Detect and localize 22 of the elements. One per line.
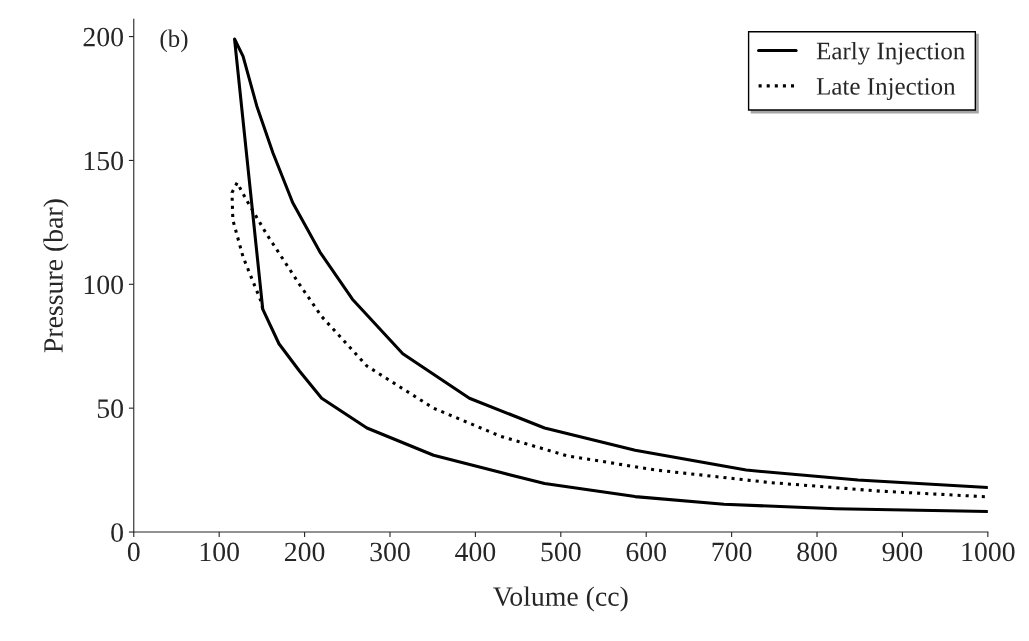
x-tick-label: 300	[370, 542, 410, 562]
y-tick-label: 150	[84, 151, 123, 171]
legend-label: Early Injection	[816, 41, 965, 65]
x-tick-label: 900	[882, 542, 923, 562]
y-tick-label: 50	[97, 399, 123, 419]
x-axis-title: Volume (cc)	[493, 586, 628, 612]
x-tick-label: 1000	[962, 542, 1015, 562]
x-tick-label: 100	[200, 542, 239, 562]
y-tick-label: 200	[83, 27, 123, 47]
x-tick-label: 200	[284, 542, 325, 562]
y-tick-label: 0	[111, 523, 123, 542]
line-series	[233, 37, 988, 513]
y-tick-label: 100	[84, 275, 123, 295]
annotation: (b)	[160, 29, 188, 53]
y-axis-title: Pressure (bar)	[43, 199, 69, 353]
x-tick-label: 600	[626, 542, 666, 562]
x-tick-label: 500	[541, 542, 581, 562]
x-tick-label: 800	[797, 542, 837, 562]
x-tick-label: 0	[127, 542, 140, 562]
x-tick-label: 700	[712, 542, 752, 562]
x-tick-label: 400	[455, 542, 496, 562]
legend-label: Late Injection	[816, 78, 956, 100]
